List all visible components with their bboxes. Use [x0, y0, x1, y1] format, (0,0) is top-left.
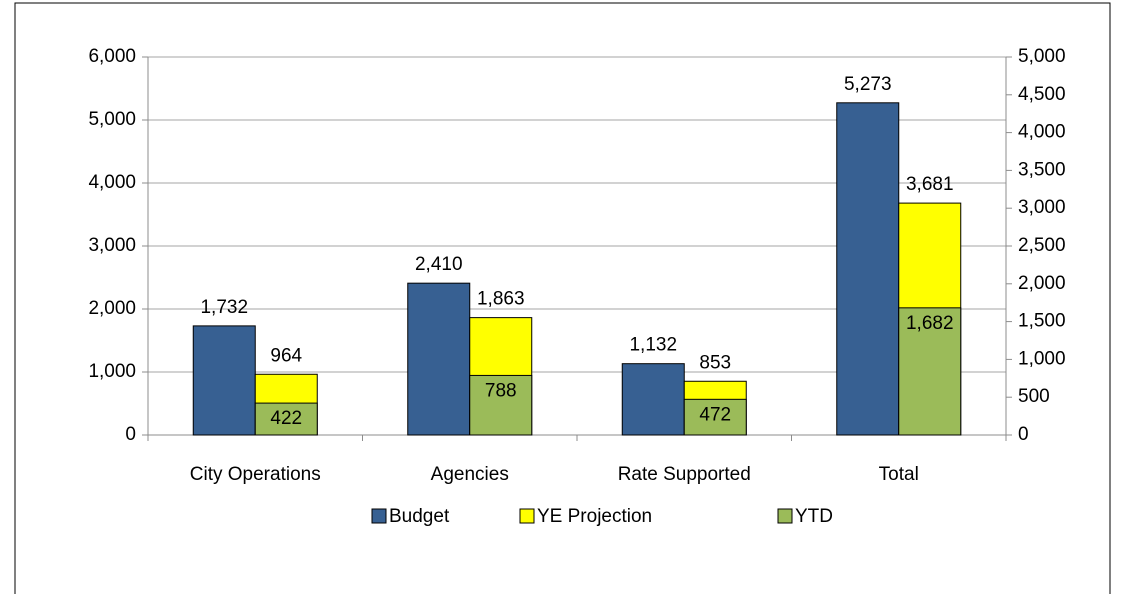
bar — [469, 374, 533, 436]
data-label: 788 — [485, 380, 517, 401]
bar — [683, 398, 747, 436]
y2-tick-label: 2,000 — [1018, 273, 1066, 294]
legend-swatch — [371, 508, 387, 524]
y2-tick-label: 1,000 — [1018, 348, 1066, 369]
bar — [254, 402, 318, 436]
data-label: 1,132 — [629, 335, 677, 356]
data-label: 422 — [270, 408, 302, 429]
bar — [407, 282, 471, 436]
y-tick-label: 2,000 — [88, 298, 136, 319]
y-tick-label: 0 — [125, 424, 136, 445]
legend-label: YTD — [795, 506, 833, 527]
data-label: 472 — [699, 404, 731, 425]
legend-label: Budget — [389, 506, 450, 527]
x-tick-label: Rate Supported — [618, 464, 751, 485]
y2-tick-label: 5,000 — [1018, 46, 1066, 67]
bar — [621, 363, 685, 436]
x-tick-label: City Operations — [190, 464, 321, 485]
y-tick-label: 6,000 — [88, 46, 136, 67]
y2-tick-label: 2,500 — [1018, 235, 1066, 256]
data-label: 964 — [270, 345, 302, 366]
bar — [192, 325, 256, 436]
data-label: 2,410 — [415, 254, 463, 275]
x-tick-label: Total — [879, 464, 919, 485]
x-tick-label: Agencies — [431, 464, 509, 485]
data-label: 1,732 — [200, 297, 248, 318]
y-tick-label: 3,000 — [88, 235, 136, 256]
y-tick-label: 4,000 — [88, 172, 136, 193]
legend-label: YE Projection — [537, 506, 652, 527]
y2-tick-label: 1,500 — [1018, 311, 1066, 332]
chart-border — [14, 2, 1111, 594]
y2-tick-label: 500 — [1018, 386, 1050, 407]
y-tick-label: 1,000 — [88, 361, 136, 382]
data-label: 3,681 — [906, 174, 954, 195]
y-tick-label: 5,000 — [88, 109, 136, 130]
data-label: 5,273 — [844, 74, 892, 95]
data-label: 1,682 — [906, 313, 954, 334]
data-label: 1,863 — [477, 289, 525, 310]
legend-swatch — [519, 508, 535, 524]
y2-tick-label: 4,000 — [1018, 122, 1066, 143]
y2-tick-label: 3,000 — [1018, 197, 1066, 218]
y2-tick-label: 4,500 — [1018, 84, 1066, 105]
data-label: 853 — [699, 352, 731, 373]
legend-swatch — [777, 508, 793, 524]
bar — [836, 102, 900, 436]
bar — [898, 307, 962, 436]
y2-tick-label: 0 — [1018, 424, 1029, 445]
y2-tick-label: 3,500 — [1018, 159, 1066, 180]
